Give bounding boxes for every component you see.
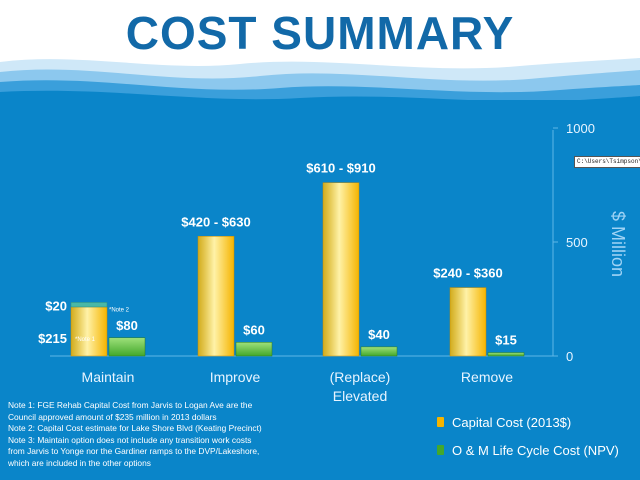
- legend-label-om: O & M Life Cycle Cost (NPV): [452, 442, 619, 458]
- footnote-line: Note 1: FGE Rehab Capital Cost from Jarv…: [8, 400, 253, 410]
- footnote-line: from Jarvis to Yonge nor the Gardiner ra…: [8, 446, 260, 457]
- om-bar: [487, 352, 525, 357]
- footnote-line: Note 3: Maintain option does not include…: [8, 434, 252, 445]
- legend-label-capital: Capital Cost (2013$): [452, 414, 572, 430]
- capital-extra-bar: [70, 302, 108, 308]
- y-tick-label: 500: [566, 235, 588, 250]
- om-value-label: $15: [495, 333, 517, 348]
- om-bar: [108, 337, 146, 357]
- note-tag: *Note 2: [109, 307, 130, 313]
- om-bar: [360, 346, 398, 357]
- file-path-tooltip: C:\Users\Tsimpson\Des: [574, 156, 640, 168]
- category-label: Remove: [461, 369, 513, 385]
- capital-bar: [449, 287, 487, 357]
- category-label: Improve: [210, 369, 261, 385]
- page-title: COST SUMMARY: [125, 7, 515, 59]
- capital-extra-label: $20: [45, 298, 67, 313]
- note-tag: *Note 1: [75, 337, 96, 343]
- legend-swatch-capital: [437, 417, 444, 427]
- y-tick-label: 0: [566, 349, 573, 364]
- category-label: (Replace): [330, 369, 391, 385]
- footnote-line: Note 2: Capital Cost estimate for Lake S…: [8, 423, 262, 434]
- data-labels-group: $20 *Note 2 $215 *Note 1 $80 $420 - $630 $60 $6…: [38, 161, 517, 348]
- footnotes: Note 1: FGE Rehab Capital Cost from Jarv…: [8, 400, 348, 470]
- capital-value-label: $420 - $630: [181, 214, 250, 229]
- footnote-line: which are included in the other options: [8, 457, 151, 468]
- om-value-label: $60: [243, 322, 265, 337]
- y-tick-label: 1000: [566, 121, 595, 136]
- om-value-label: $40: [368, 327, 390, 342]
- category-labels-group: Maintain Improve (Replace) Elevated Remove: [82, 369, 514, 404]
- legend-item-capital: Capital Cost (2013$): [437, 410, 637, 434]
- category-label: Maintain: [82, 369, 135, 385]
- capital-value-label: $240 - $360: [433, 266, 502, 281]
- category-label: Elevated: [333, 388, 387, 404]
- capital-value-label: $610 - $910: [306, 161, 375, 176]
- capital-bar: [322, 182, 360, 357]
- legend: Capital Cost (2013$) O & M Life Cycle Co…: [437, 410, 637, 466]
- capital-bar: [197, 236, 235, 357]
- legend-item-om: O & M Life Cycle Cost (NPV): [437, 438, 637, 462]
- y-axis-title: $ Million: [608, 211, 628, 277]
- legend-swatch-om: [437, 445, 444, 455]
- footnote-line: Council approved amount of $235 million …: [8, 411, 217, 422]
- om-value-label: $80: [116, 318, 138, 333]
- capital-bar: [70, 306, 108, 357]
- y-axis-ticks: 0 500 1000: [553, 121, 595, 364]
- om-bar: [235, 342, 273, 357]
- capital-value-label: $215: [38, 331, 67, 346]
- bars-group: [70, 182, 525, 357]
